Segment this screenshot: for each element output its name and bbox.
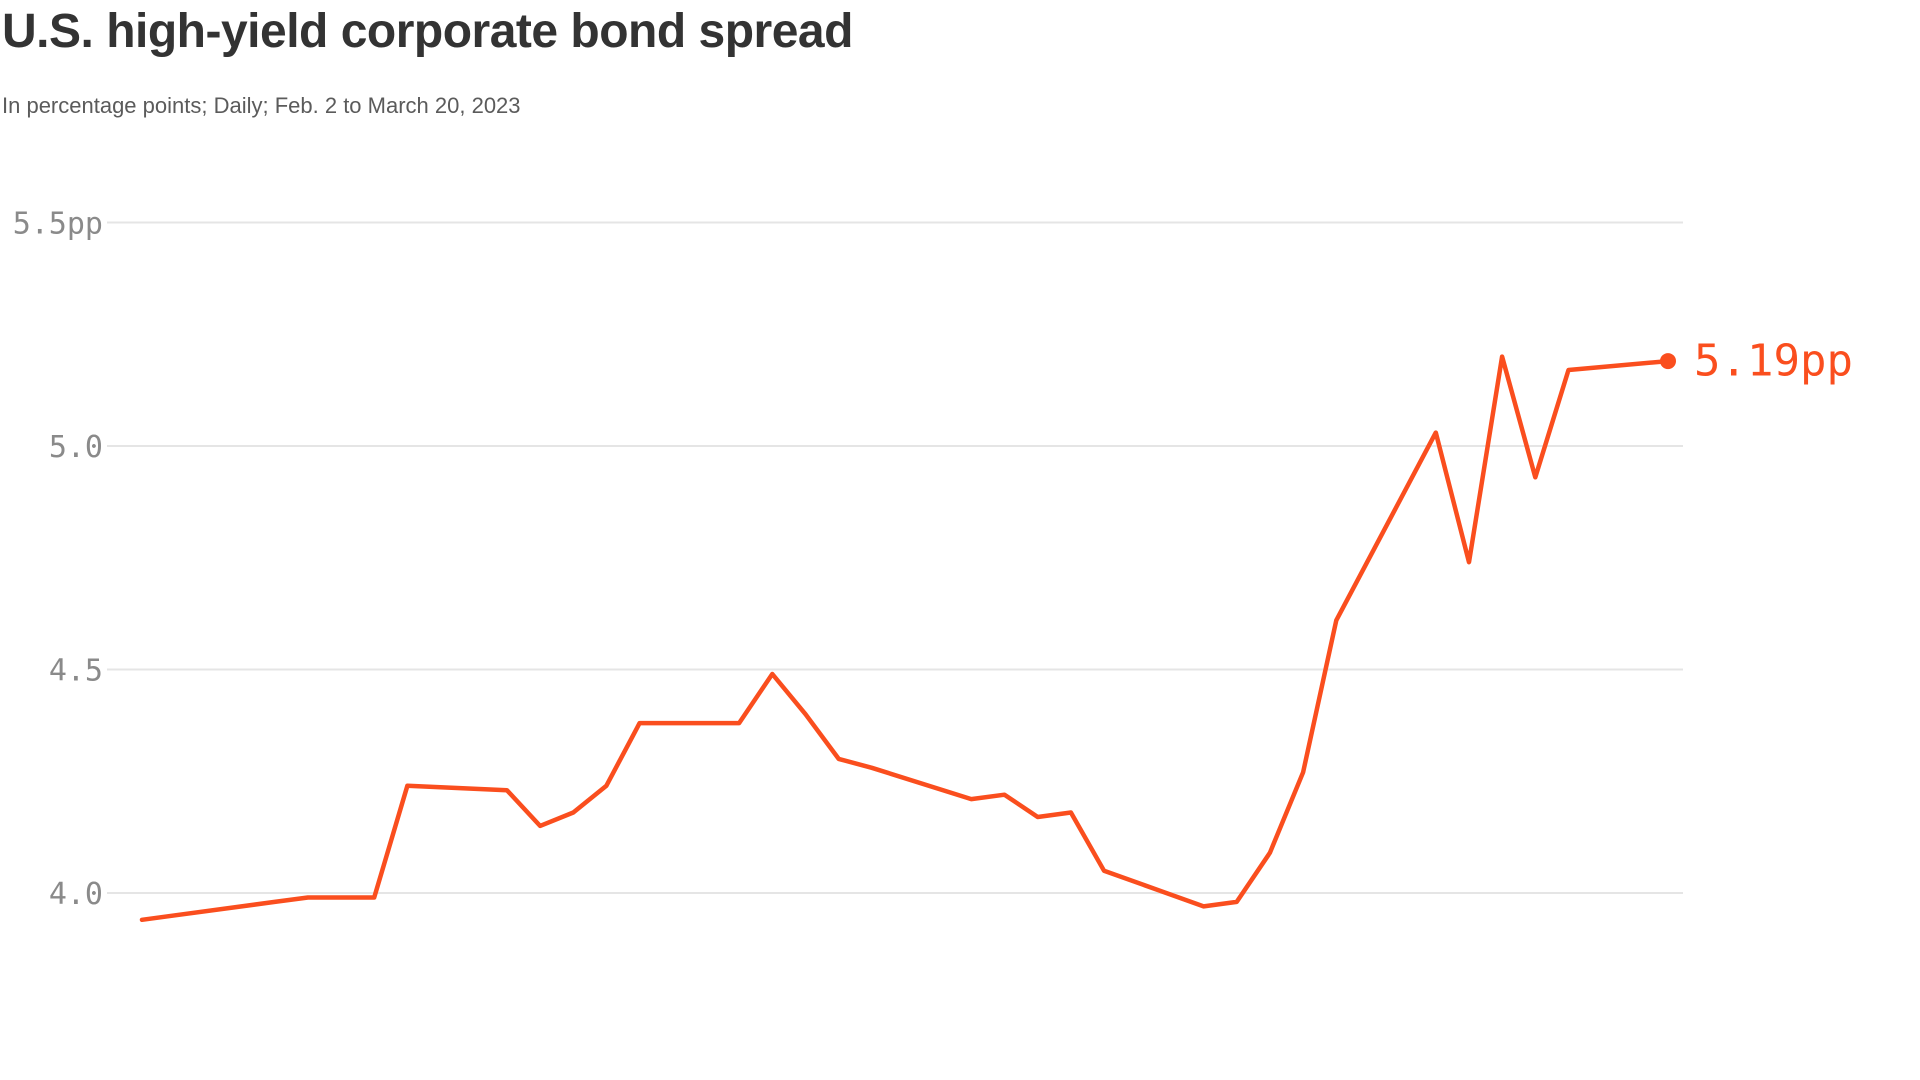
chart-subtitle: In percentage points; Daily; Feb. 2 to M… (2, 93, 521, 118)
y-tick-label: 5.0 (49, 430, 103, 465)
y-tick-label: 4.5 (49, 654, 103, 689)
y-tick-label: 5.5pp (13, 207, 103, 242)
y-tick-labels-layer: 5.5pp 5.0 4.5 4.0 (13, 207, 103, 913)
end-value-label: 5.19pp (1694, 336, 1853, 387)
spread-line (139, 354, 1671, 923)
chart-title: U.S. high-yield corporate bond spread (2, 5, 853, 58)
gridlines-layer (107, 221, 1683, 894)
y-tick-label: 4.0 (49, 877, 103, 912)
series-layer (139, 353, 1676, 923)
end-point-marker (1660, 353, 1676, 370)
